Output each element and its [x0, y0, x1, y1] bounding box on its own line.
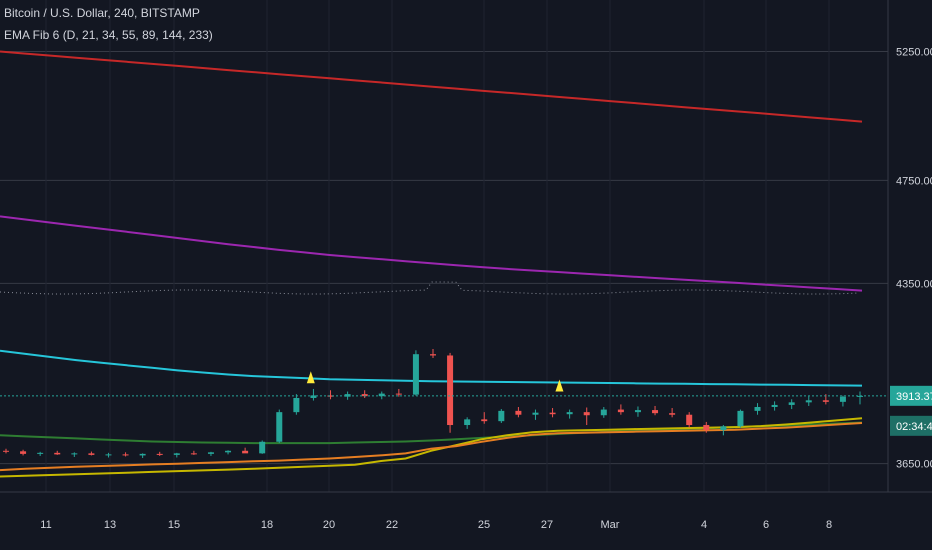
- candle-body: [361, 394, 368, 397]
- candle-body: [139, 453, 146, 456]
- candle-body: [447, 355, 454, 426]
- time-tick-label: 11: [40, 519, 51, 531]
- time-tick-label: 20: [323, 519, 335, 531]
- time-tick-label: 15: [168, 519, 180, 531]
- last-price-badge: [890, 385, 932, 406]
- candle-body: [88, 453, 95, 455]
- candle-body: [20, 451, 27, 454]
- candle-body: [3, 450, 9, 452]
- candle-body: [549, 412, 556, 415]
- ema-line-ema-55: [0, 421, 863, 445]
- candle-body: [737, 410, 744, 427]
- candle-body: [378, 393, 385, 397]
- candle-body: [190, 453, 197, 455]
- time-tick-label: 22: [386, 519, 398, 531]
- candle-body: [327, 395, 334, 397]
- candle-body: [37, 452, 44, 454]
- candle-body: [634, 410, 641, 413]
- price-badges: 3913.37 02:34:43: [890, 385, 932, 436]
- candle-body: [122, 454, 129, 456]
- candle-body: [686, 414, 693, 426]
- price-axis[interactable]: 5250.00 4750.00 4350.00 3650.00: [887, 0, 932, 492]
- symbol-title[interactable]: Bitcoin / U.S. Dollar, 240, BITSTAMP: [4, 6, 200, 20]
- candle-body: [822, 400, 829, 402]
- candle-body: [412, 354, 419, 395]
- signal-markers: [306, 371, 564, 392]
- candle-body: [771, 404, 778, 407]
- time-tick-label: 6: [763, 519, 769, 531]
- time-axis[interactable]: 11 13 15 18 20 22 25 27 Mar 4 6 8: [0, 491, 932, 531]
- ema-line-ema-21: [0, 422, 863, 472]
- time-tick-label: 13: [104, 519, 116, 531]
- candle-body: [754, 406, 761, 411]
- price-tick-label: 5250.00: [896, 47, 932, 59]
- ema-lines: [0, 50, 863, 478]
- candle-body: [839, 396, 846, 402]
- candle-body: [669, 413, 676, 415]
- ema-line-ema-233: [0, 50, 863, 123]
- candle-body: [617, 409, 624, 413]
- candle-body: [310, 395, 317, 398]
- price-tick-label: 4350.00: [896, 278, 932, 290]
- arrow-up-icon: [555, 379, 564, 392]
- time-tick-label: Mar: [601, 519, 620, 531]
- time-tick-label: 8: [826, 519, 832, 531]
- arrow-up-icon: [306, 371, 315, 384]
- candle-body: [242, 450, 249, 454]
- candle-body: [703, 425, 710, 431]
- candle-body: [464, 419, 471, 426]
- candle-body: [71, 453, 78, 455]
- time-tick-label: 25: [478, 519, 490, 531]
- price-tick-label: 4750.00: [896, 175, 932, 187]
- candle-body: [156, 453, 163, 455]
- ema-line-ema-89: [0, 349, 863, 387]
- bar-countdown: 02:34:43: [896, 421, 932, 433]
- last-price-value: 3913.37: [896, 391, 932, 403]
- price-tick-label: 3650.00: [896, 459, 932, 471]
- candle-body: [430, 354, 436, 356]
- candle-body: [54, 452, 61, 455]
- candle-body: [652, 410, 659, 414]
- candle-body: [805, 400, 812, 403]
- candle-body: [720, 426, 727, 431]
- candles: [3, 349, 863, 458]
- candle-body: [583, 412, 590, 416]
- candle-body: [225, 450, 232, 453]
- ema-line-ema-34: [0, 417, 863, 478]
- candle-body: [566, 412, 573, 415]
- candle-body: [207, 452, 214, 454]
- candle-body: [293, 397, 300, 413]
- time-tick-label: 4: [701, 519, 707, 531]
- candle-body: [105, 454, 112, 456]
- candle-body: [515, 410, 522, 415]
- countdown-badge: [890, 415, 932, 436]
- candle-body: [498, 410, 505, 422]
- candle-body: [395, 393, 402, 395]
- indicator-legend[interactable]: EMA Fib 6 (D, 21, 34, 55, 89, 144, 233): [4, 28, 213, 42]
- ema-line-ema-144: [0, 215, 863, 292]
- candle-body: [481, 419, 488, 422]
- time-tick-label: 27: [541, 519, 553, 531]
- candle-body: [600, 409, 607, 416]
- time-tick-label: 18: [261, 519, 273, 531]
- grid: [0, 0, 888, 492]
- candle-body: [276, 412, 283, 442]
- candle-body: [173, 453, 180, 455]
- candle-body: [344, 394, 351, 397]
- candle-body: [857, 395, 863, 397]
- candle-body: [259, 441, 266, 454]
- candle-body: [788, 402, 795, 405]
- candle-body: [532, 412, 539, 415]
